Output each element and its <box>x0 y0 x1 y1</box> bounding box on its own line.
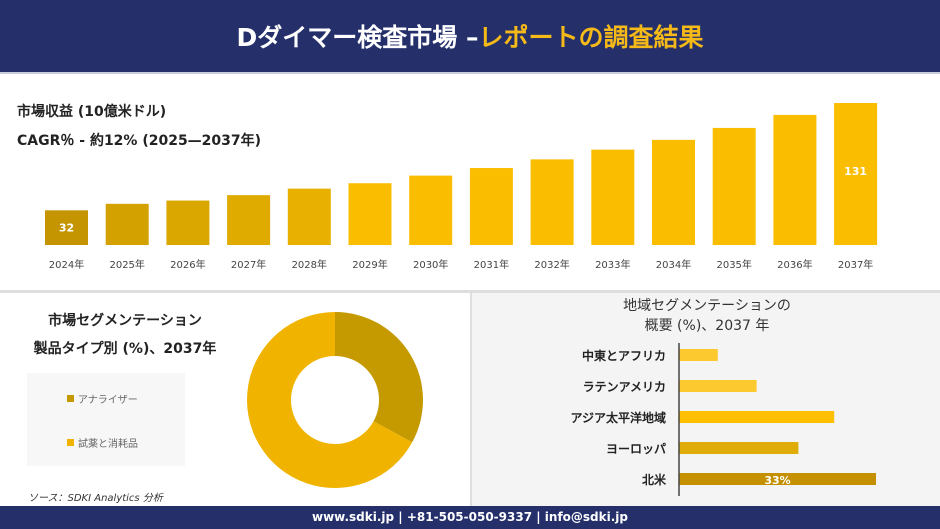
bar-2025年 <box>105 203 149 245</box>
bar-2026年 <box>166 200 210 245</box>
x-tick-label: 2036年 <box>777 258 812 271</box>
legend-label: 試薬と消耗品 <box>78 439 138 450</box>
legend-swatch <box>67 439 74 446</box>
x-tick-label: 2027年 <box>231 258 266 271</box>
region-title-2: 概要 (%)、2037 年 <box>644 318 770 334</box>
legend-item-analyzer: アナライザー <box>67 391 138 406</box>
bar-2037年 <box>834 103 878 245</box>
segment-title-2: 製品タイプ別 (%)、2037年 <box>33 341 217 357</box>
bar-2035年 <box>712 127 756 245</box>
region-title-1: 地域セグメンテーションの <box>623 298 791 314</box>
region-label: 中東とアフリカ <box>582 348 666 363</box>
title-main: Dダイマー検査市場 – <box>236 23 479 52</box>
region-label: アジア太平洋地域 <box>570 410 666 425</box>
region-bar <box>679 380 757 392</box>
bar-2030年 <box>409 175 453 245</box>
product-donut-chart <box>247 312 423 488</box>
segment-panel: 市場セグメンテーション 製品タイプ別 (%)、2037年 アナライザー 試薬と消… <box>0 293 470 506</box>
donut-slice-1 <box>247 312 413 488</box>
region-bar <box>679 473 876 485</box>
x-tick-label: 2025年 <box>109 258 144 271</box>
x-tick-label: 2030年 <box>413 258 448 271</box>
x-tick-label: 2034年 <box>656 258 691 271</box>
header-banner: Dダイマー検査市場 – レポートの調査結果 <box>0 0 940 74</box>
x-tick-label: 2029年 <box>352 258 387 271</box>
x-tick-label: 2033年 <box>595 258 630 271</box>
x-tick-label: 2032年 <box>534 258 569 271</box>
region-title: 地域セグメンテーションの 概要 (%)、2037 年 <box>472 296 940 336</box>
bar-2027年 <box>227 195 271 245</box>
x-tick-label: 2037年 <box>838 258 873 271</box>
legend-item-reagents: 試薬と消耗品 <box>67 435 138 450</box>
bar-2034年 <box>652 139 695 245</box>
donut-legend: アナライザー 試薬と消耗品 <box>27 373 185 466</box>
region-bar <box>679 411 835 423</box>
segment-title-1: 市場セグメンテーション <box>48 313 202 329</box>
bar-2028年 <box>287 188 331 245</box>
bar-2032年 <box>530 159 574 245</box>
bar-data-label: 131 <box>844 165 867 178</box>
x-tick-label: 2035年 <box>716 258 751 271</box>
x-tick-label: 2028年 <box>292 258 327 271</box>
bar-2033年 <box>591 149 635 245</box>
footer-contact: www.sdki.jp | +81-505-050-9337 | info@sd… <box>0 506 940 529</box>
divider <box>0 290 940 293</box>
region-bar-data-label: 33% <box>764 474 790 487</box>
bar-2024年 <box>45 210 88 245</box>
source-note: ソース：SDKI Analytics 分析 <box>28 493 163 504</box>
cagr-label: CAGR％ - 約12% (2025—2037年) <box>17 133 262 149</box>
bar-2036年 <box>773 114 817 245</box>
bar-2031年 <box>469 168 513 245</box>
legend-label: アナライザー <box>78 395 138 406</box>
region-bar <box>679 442 799 454</box>
revenue-bar-chart: 2024年 32 2025年 2026年 2027年 2028年 2029年 2030年 203… <box>45 103 878 271</box>
region-label: ラテンアメリカ <box>583 380 666 394</box>
region-bar <box>679 349 718 361</box>
x-tick-label: 2024年 <box>49 258 84 271</box>
region-label: 北米 <box>642 472 667 487</box>
region-panel: 中東とアフリカ ラテンアメリカアジア太平洋地域ヨーロッパ北米 33% 地域セグメンテ… <box>470 293 940 506</box>
bar-data-label: 32 <box>59 222 74 235</box>
revenue-label: 市場収益 (10億米ドル) <box>17 104 167 120</box>
bar-2029年 <box>348 183 392 245</box>
x-tick-label: 2031年 <box>474 258 509 271</box>
title-sub: レポートの調査結果 <box>478 23 704 52</box>
revenue-panel: 2024年 32 2025年 2026年 2027年 2028年 2029年 2030年 203… <box>0 76 940 290</box>
legend-swatch <box>67 395 74 402</box>
x-tick-label: 2026年 <box>170 258 205 271</box>
donut-slice-0 <box>335 312 423 443</box>
region-label: ヨーロッパ <box>606 442 666 456</box>
